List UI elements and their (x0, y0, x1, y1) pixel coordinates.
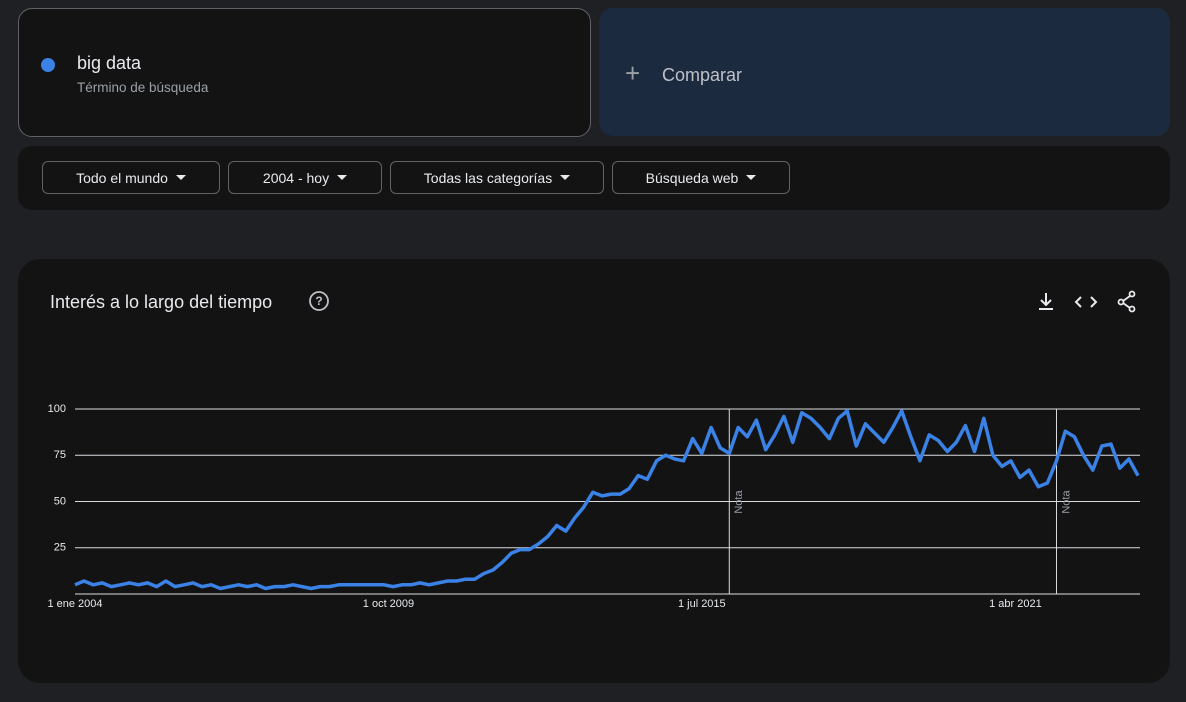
help-icon[interactable]: ? (309, 291, 329, 311)
filter-label: Todo el mundo (76, 169, 168, 186)
compare-card[interactable]: + Comparar (599, 8, 1170, 136)
x-tick-label: 1 ene 2004 (47, 598, 102, 610)
embed-icon[interactable] (1074, 296, 1098, 308)
share-icon[interactable] (1117, 290, 1136, 313)
svg-text:?: ? (315, 294, 322, 308)
filter-label: Todas las categorías (423, 169, 553, 186)
filter-type[interactable]: Búsqueda web (612, 161, 790, 194)
search-term-card[interactable]: big data Término de búsqueda (18, 8, 591, 137)
term-subtitle: Término de búsqueda (77, 80, 209, 95)
y-tick-label: 25 (54, 542, 66, 554)
filter-category[interactable]: Todas las categorías (390, 161, 604, 194)
x-tick-label: 1 jul 2015 (678, 598, 726, 610)
series-line (74, 409, 1140, 591)
annotation-label: Nota (733, 490, 745, 514)
filter-bar: Todo el mundo 2004 - hoy Todas las categ… (18, 146, 1170, 210)
filter-label: Búsqueda web (645, 169, 739, 186)
chart-title: Interés a lo largo del tiempo (50, 292, 272, 312)
annotation-label: Nota (1060, 490, 1072, 514)
plus-icon: + (625, 58, 641, 88)
term-dot (41, 58, 55, 72)
chart-card (18, 259, 1170, 683)
filter-region[interactable]: Todo el mundo (42, 161, 220, 194)
filter-time[interactable]: 2004 - hoy (228, 161, 382, 194)
x-tick-label: 1 abr 2021 (989, 598, 1042, 610)
term-name: big data (77, 53, 142, 73)
x-tick-label: 1 oct 2009 (363, 598, 414, 610)
y-tick-label: 75 (54, 449, 66, 461)
y-tick-label: 100 (48, 403, 66, 415)
compare-label: Comparar (662, 65, 743, 85)
filter-label: 2004 - hoy (262, 169, 330, 186)
download-icon[interactable] (1039, 293, 1053, 310)
y-tick-label: 50 (54, 495, 66, 507)
